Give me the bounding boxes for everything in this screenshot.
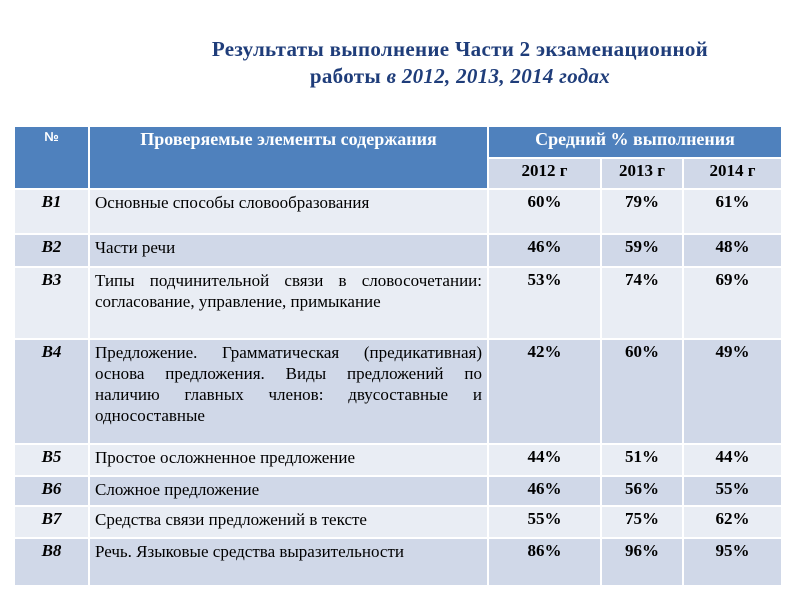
table-row: B4 Предложение. Грамматическая (предикати… xyxy=(13,338,783,445)
row-value: 48% xyxy=(682,233,783,268)
title-line-2: работы в 2012, 2013, 2014 годах xyxy=(140,63,780,90)
row-value: 95% xyxy=(682,537,783,587)
row-value: 59% xyxy=(600,233,684,268)
row-value: 56% xyxy=(600,475,684,507)
table-row: B3 Типы подчинительной связи в словосочет… xyxy=(13,266,783,340)
row-value: 55% xyxy=(682,475,783,507)
row-value: 51% xyxy=(600,443,684,477)
table-row: B2 Части речи 46% 59% 48% xyxy=(13,233,783,268)
header-num: № xyxy=(13,125,90,190)
title-line-2-plain: работы xyxy=(309,64,387,88)
table-row: B7 Средства связи предложений в тексте 55%… xyxy=(13,505,783,539)
header-year: 2013 г xyxy=(600,157,684,190)
row-content: Речь. Языковые средства выразительности xyxy=(88,537,489,587)
row-content: Предложение. Грамматическая (предикативн… xyxy=(88,338,489,445)
table-row: B8 Речь. Языковые средства выразительност… xyxy=(13,537,783,587)
row-content: Типы подчинительной связи в словосочетан… xyxy=(88,266,489,340)
row-id: B8 xyxy=(13,537,90,587)
row-content: Части речи xyxy=(88,233,489,268)
row-content: Сложное предложение xyxy=(88,475,489,507)
row-id: B1 xyxy=(13,188,90,235)
row-value: 44% xyxy=(682,443,783,477)
row-value: 53% xyxy=(487,266,602,340)
row-value: 79% xyxy=(600,188,684,235)
title-line-1: Результаты выполнение Части 2 экзаменаци… xyxy=(211,37,709,61)
row-id: B7 xyxy=(13,505,90,539)
row-value: 62% xyxy=(682,505,783,539)
title-line-2-italic: в 2012, 2013, 2014 годах xyxy=(386,64,611,88)
table-row: B5 Простое осложненное предложение 44% 51% 4… xyxy=(13,443,783,477)
header-year: 2012 г xyxy=(487,157,602,190)
row-value: 46% xyxy=(487,475,602,507)
row-id: B4 xyxy=(13,338,90,445)
row-id: B5 xyxy=(13,443,90,477)
row-content: Основные способы словообразования xyxy=(88,188,489,235)
results-table: № Проверяемые элементы содержания Средни… xyxy=(13,125,783,587)
row-value: 75% xyxy=(600,505,684,539)
header-content: Проверяемые элементы содержания xyxy=(88,125,489,190)
row-id: B2 xyxy=(13,233,90,268)
row-value: 60% xyxy=(600,338,684,445)
table-row: B6 Сложное предложение 46% 56% 55% xyxy=(13,475,783,507)
row-content: Простое осложненное предложение xyxy=(88,443,489,477)
header-year: 2014 г xyxy=(682,157,783,190)
row-value: 96% xyxy=(600,537,684,587)
row-value: 69% xyxy=(682,266,783,340)
row-value: 49% xyxy=(682,338,783,445)
row-id: B3 xyxy=(13,266,90,340)
row-value: 46% xyxy=(487,233,602,268)
header-avg: Средний % выполнения xyxy=(487,125,783,159)
row-value: 42% xyxy=(487,338,602,445)
row-value: 60% xyxy=(487,188,602,235)
row-id: B6 xyxy=(13,475,90,507)
row-value: 61% xyxy=(682,188,783,235)
row-content: Средства связи предложений в тексте xyxy=(88,505,489,539)
row-value: 55% xyxy=(487,505,602,539)
row-value: 44% xyxy=(487,443,602,477)
slide-title: Результаты выполнение Части 2 экзаменаци… xyxy=(140,36,780,90)
row-value: 74% xyxy=(600,266,684,340)
table-row: B1 Основные способы словообразования 60% 79… xyxy=(13,188,783,235)
row-value: 86% xyxy=(487,537,602,587)
